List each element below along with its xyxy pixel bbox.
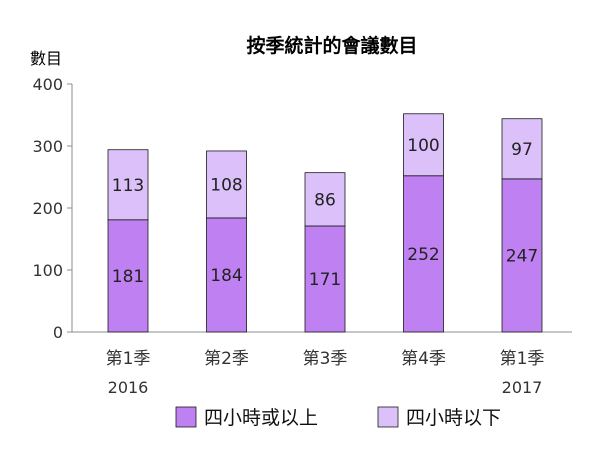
data-label: 181	[112, 267, 144, 287]
data-label: 113	[112, 176, 144, 196]
x-tick-label: 第4季	[401, 349, 446, 369]
bar-segment	[304, 225, 346, 333]
legend-label: 四小時以下	[406, 407, 501, 429]
y-tick-label: 0	[53, 323, 63, 342]
legend-label: 四小時或以上	[204, 407, 318, 429]
y-tick-label: 300	[32, 137, 63, 156]
data-label: 252	[407, 245, 439, 265]
legend-swatch	[377, 406, 399, 428]
x-tick-label: 第1季	[500, 349, 545, 369]
bar-segment	[501, 178, 543, 333]
year-label: 2016	[108, 378, 149, 397]
data-label: 86	[314, 190, 336, 210]
data-label: 100	[407, 136, 439, 156]
y-axis-label: 數目	[30, 49, 62, 68]
legend: 四小時或以上 四小時以下	[175, 406, 501, 429]
x-tick-label: 第3季	[303, 349, 348, 369]
data-label: 171	[309, 270, 341, 290]
bar-segment	[403, 113, 444, 177]
year-label: 2017	[502, 378, 543, 397]
bar-segment	[206, 217, 247, 333]
bar-segment	[304, 172, 346, 227]
y-tick-label: 400	[32, 75, 63, 94]
bar-segment	[403, 175, 444, 333]
bar-segment	[107, 219, 149, 333]
legend-swatch	[175, 406, 197, 428]
data-label: 247	[506, 246, 538, 266]
data-label: 97	[511, 140, 533, 160]
data-label: 184	[210, 266, 242, 286]
bar-segment	[107, 149, 149, 221]
chart-title: 按季統計的會議數目	[246, 34, 417, 57]
bar-segment	[501, 118, 543, 180]
x-tick-label: 第1季	[106, 349, 151, 369]
y-tick-label: 200	[32, 199, 63, 218]
x-tick-label: 第2季	[204, 349, 249, 369]
y-tick-label: 100	[32, 261, 63, 280]
plot-area: 0 100 200 300 400 181 113 第1季 184 108 第2季 171 86 第3季 2…	[32, 75, 572, 397]
bar-segment	[206, 150, 247, 219]
data-label: 108	[210, 175, 242, 195]
